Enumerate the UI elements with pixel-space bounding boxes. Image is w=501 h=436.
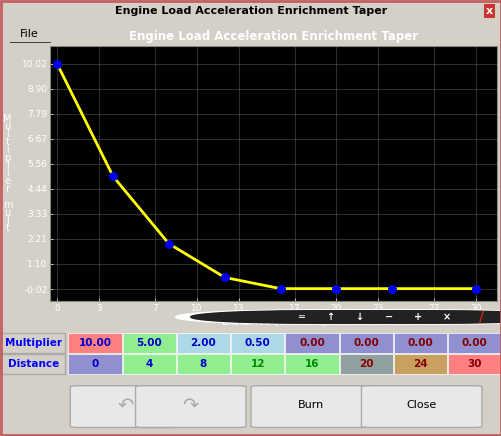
Point — [332, 285, 340, 292]
FancyBboxPatch shape — [250, 386, 371, 428]
Text: l: l — [6, 129, 9, 139]
Circle shape — [233, 310, 484, 324]
Text: p: p — [5, 153, 11, 163]
Bar — [230, 333, 284, 353]
Bar — [0, 354, 65, 374]
Point — [220, 274, 228, 281]
Text: File: File — [20, 29, 39, 39]
Point — [53, 61, 61, 68]
Text: ↑: ↑ — [326, 312, 334, 322]
Text: 8: 8 — [199, 359, 207, 369]
FancyBboxPatch shape — [70, 386, 180, 428]
Text: x: x — [485, 6, 492, 16]
Text: 0.00: 0.00 — [299, 338, 324, 348]
Text: ×: × — [442, 312, 450, 322]
Bar — [447, 354, 500, 374]
Point — [109, 173, 117, 180]
Bar — [68, 354, 121, 374]
Bar — [393, 333, 446, 353]
Text: ↓: ↓ — [355, 312, 363, 322]
Bar — [285, 333, 338, 353]
Text: Engine Load Acceleration Enrichment Taper: Engine Load Acceleration Enrichment Tape… — [115, 6, 386, 16]
Text: l: l — [6, 215, 9, 225]
Text: M: M — [4, 113, 12, 123]
Text: 12: 12 — [250, 359, 265, 369]
Text: Burn: Burn — [298, 401, 324, 411]
Circle shape — [292, 310, 501, 324]
Text: 10.00: 10.00 — [78, 338, 111, 348]
Bar — [447, 333, 500, 353]
Text: 5.00: 5.00 — [136, 338, 162, 348]
Circle shape — [278, 311, 498, 323]
Text: Close: Close — [406, 401, 436, 411]
Bar — [339, 354, 392, 374]
Bar — [230, 354, 284, 374]
Text: 30: 30 — [466, 359, 481, 369]
Bar — [176, 354, 229, 374]
Text: 4: 4 — [145, 359, 153, 369]
Circle shape — [321, 310, 501, 324]
Circle shape — [175, 310, 426, 324]
Text: 0: 0 — [91, 359, 98, 369]
FancyBboxPatch shape — [361, 386, 481, 428]
Circle shape — [204, 310, 455, 324]
Text: 0.00: 0.00 — [407, 338, 432, 348]
Text: 0.50: 0.50 — [244, 338, 270, 348]
Text: 0.00: 0.00 — [461, 338, 487, 348]
Circle shape — [263, 310, 501, 324]
Bar — [339, 333, 392, 353]
Circle shape — [307, 311, 501, 323]
Text: r: r — [6, 184, 10, 194]
Text: l: l — [6, 160, 9, 170]
Title: Engine Load Acceleration Enrichment Taper: Engine Load Acceleration Enrichment Tape… — [129, 31, 417, 44]
Bar — [122, 354, 175, 374]
Text: e: e — [5, 176, 11, 186]
Point — [471, 285, 479, 292]
Bar — [176, 333, 229, 353]
Point — [387, 285, 395, 292]
Text: i: i — [6, 145, 9, 155]
Text: m: m — [3, 200, 12, 210]
Text: t: t — [6, 137, 10, 147]
Text: /: / — [478, 310, 483, 324]
Text: 24: 24 — [412, 359, 427, 369]
Bar — [0, 333, 65, 353]
Bar — [68, 333, 121, 353]
FancyBboxPatch shape — [135, 386, 245, 428]
Text: Multiplier: Multiplier — [6, 338, 62, 348]
Text: ═: ═ — [298, 312, 304, 322]
Circle shape — [190, 311, 411, 323]
Text: 20: 20 — [358, 359, 373, 369]
Bar — [393, 354, 446, 374]
Text: Distance: Distance — [8, 359, 60, 369]
Text: +: + — [413, 312, 421, 322]
Text: i: i — [6, 168, 9, 178]
Text: 2.00: 2.00 — [190, 338, 216, 348]
Circle shape — [336, 311, 501, 323]
Bar — [122, 333, 175, 353]
Text: t: t — [6, 223, 10, 233]
Text: ↷: ↷ — [182, 396, 198, 415]
Bar — [285, 354, 338, 374]
Text: ↶: ↶ — [117, 396, 133, 415]
Point — [164, 240, 172, 247]
Text: u: u — [5, 121, 11, 131]
Text: −: − — [384, 312, 392, 322]
Text: u: u — [5, 208, 11, 218]
Circle shape — [219, 311, 440, 323]
Text: 0.00: 0.00 — [353, 338, 378, 348]
Text: 16: 16 — [304, 359, 319, 369]
Circle shape — [248, 311, 469, 323]
Point — [276, 285, 284, 292]
X-axis label: Distance (counter): Distance (counter) — [221, 317, 325, 327]
